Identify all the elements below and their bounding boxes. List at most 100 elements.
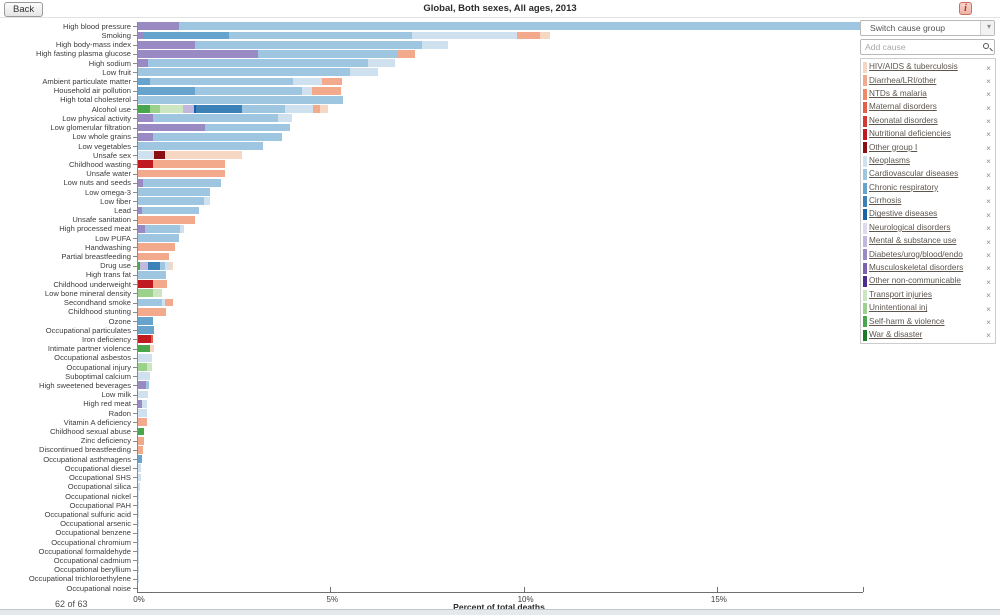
risk-label[interactable]: Low fruit bbox=[102, 67, 131, 77]
legend-item-ntds_malaria[interactable]: NTDs & malaria × bbox=[861, 88, 995, 101]
stacked-bar[interactable] bbox=[138, 22, 861, 31]
stacked-bar[interactable] bbox=[138, 482, 140, 491]
risk-label[interactable]: Occupational arsenic bbox=[60, 519, 131, 529]
legend-cause-link[interactable]: Maternal disorders bbox=[869, 102, 937, 112]
legend-item-cirrhosis[interactable]: Cirrhosis × bbox=[861, 195, 995, 208]
bar-segment-cardiovascular[interactable] bbox=[178, 22, 861, 31]
risk-label[interactable]: Childhood stunting bbox=[68, 307, 131, 317]
risk-label[interactable]: High processed meat bbox=[59, 224, 131, 234]
stacked-bar[interactable] bbox=[138, 510, 139, 519]
stacked-bar[interactable] bbox=[138, 344, 154, 353]
stacked-bar[interactable] bbox=[138, 114, 292, 123]
bar-segment-chronic_resp[interactable] bbox=[138, 86, 195, 95]
bar-segment-diabetes_urog[interactable] bbox=[138, 59, 149, 67]
bar-segment-maternal[interactable] bbox=[150, 335, 153, 344]
stacked-bar[interactable] bbox=[138, 151, 242, 160]
bar-segment-diabetes_urog[interactable] bbox=[138, 40, 195, 49]
risk-label[interactable]: Low omega-3 bbox=[84, 187, 131, 197]
bar-segment-diabetes_urog[interactable] bbox=[138, 123, 205, 132]
risk-label[interactable]: Low fiber bbox=[100, 196, 131, 206]
bar-segment-diarrhea_lri[interactable] bbox=[397, 49, 416, 58]
risk-label[interactable]: Suboptimal calcium bbox=[65, 371, 131, 381]
remove-cause-icon[interactable]: × bbox=[986, 223, 991, 234]
bar-segment-cardiovascular[interactable] bbox=[194, 86, 302, 95]
stacked-bar[interactable] bbox=[138, 298, 174, 307]
bar-segment-self_harm[interactable] bbox=[138, 261, 140, 270]
risk-label[interactable]: Occupational chromium bbox=[51, 537, 131, 547]
bar-segment-diabetes_urog[interactable] bbox=[138, 399, 142, 408]
stacked-bar[interactable] bbox=[138, 243, 175, 252]
stacked-bar[interactable] bbox=[138, 49, 416, 58]
risk-label[interactable]: Intimate partner violence bbox=[47, 344, 131, 354]
risk-label[interactable]: High blood pressure bbox=[63, 21, 131, 31]
bar-segment-diabetes_urog[interactable] bbox=[138, 206, 142, 215]
stacked-bar[interactable] bbox=[138, 77, 343, 86]
info-icon[interactable]: i bbox=[959, 2, 972, 15]
remove-cause-icon[interactable]: × bbox=[986, 156, 991, 167]
bar-segment-cirrhosis[interactable] bbox=[195, 105, 243, 113]
risk-label[interactable]: Handwashing bbox=[84, 242, 131, 252]
dropdown-arrow-box[interactable]: ▾ bbox=[980, 21, 994, 35]
add-cause-input[interactable] bbox=[861, 40, 979, 54]
bar-segment-diabetes_urog[interactable] bbox=[138, 22, 179, 31]
bar-segment-hiv_tb[interactable] bbox=[149, 344, 154, 353]
bar-segment-unintentional[interactable] bbox=[138, 363, 147, 371]
risk-label[interactable]: Discontinued breastfeeding bbox=[38, 445, 131, 455]
remove-cause-icon[interactable]: × bbox=[986, 249, 991, 260]
bar-segment-chronic_resp[interactable] bbox=[138, 317, 154, 325]
stacked-bar[interactable] bbox=[138, 528, 139, 537]
bar-segment-cardiovascular[interactable] bbox=[194, 40, 422, 49]
remove-cause-icon[interactable]: × bbox=[986, 102, 991, 113]
remove-cause-icon[interactable]: × bbox=[986, 263, 991, 274]
stacked-bar[interactable] bbox=[138, 123, 290, 132]
remove-cause-icon[interactable]: × bbox=[986, 330, 991, 341]
switch-cause-group-select[interactable]: Switch cause group ▾ bbox=[860, 20, 995, 36]
bar-segment-neoplasms[interactable] bbox=[138, 464, 142, 473]
legend-cause-link[interactable]: War & disaster bbox=[869, 330, 923, 339]
bar-segment-diarrhea_lri[interactable] bbox=[311, 86, 341, 95]
risk-label[interactable]: Occupational noise bbox=[66, 583, 131, 593]
bar-segment-neoplasms[interactable] bbox=[368, 59, 396, 67]
bar-segment-diarrhea_lri[interactable] bbox=[138, 252, 169, 261]
stacked-bar[interactable] bbox=[138, 215, 195, 224]
bar-segment-neoplasms[interactable] bbox=[138, 501, 140, 510]
bar-segment-nutritional[interactable] bbox=[138, 160, 154, 169]
remove-cause-icon[interactable]: × bbox=[986, 290, 991, 301]
stacked-bar[interactable] bbox=[138, 326, 154, 335]
legend-cause-link[interactable]: Other non-communicable bbox=[869, 276, 961, 286]
bar-segment-neoplasms[interactable] bbox=[138, 538, 139, 546]
bar-segment-cardiovascular[interactable] bbox=[143, 178, 222, 187]
bar-segment-cardiovascular[interactable] bbox=[153, 114, 279, 123]
legend-cause-link[interactable]: Transport injuries bbox=[869, 289, 932, 299]
stacked-bar[interactable] bbox=[138, 363, 152, 371]
bar-segment-chronic_resp[interactable] bbox=[143, 31, 229, 40]
stacked-bar[interactable] bbox=[138, 31, 550, 40]
risk-label[interactable]: Childhood sexual abuse bbox=[49, 427, 131, 437]
bar-segment-cirrhosis[interactable] bbox=[148, 261, 161, 270]
legend-item-neurological[interactable]: Neurological disorders × bbox=[861, 222, 995, 235]
bar-segment-cardiovascular[interactable] bbox=[145, 381, 149, 390]
stacked-bar[interactable] bbox=[138, 519, 139, 528]
remove-cause-icon[interactable]: × bbox=[986, 142, 991, 153]
bar-segment-cardiovascular[interactable] bbox=[242, 105, 285, 113]
bar-segment-cardiovascular[interactable] bbox=[138, 270, 166, 279]
remove-cause-icon[interactable]: × bbox=[986, 316, 991, 327]
risk-label[interactable]: Low physical activity bbox=[62, 113, 131, 123]
risk-label[interactable]: Ozone bbox=[108, 316, 131, 326]
bar-segment-neoplasms[interactable] bbox=[293, 77, 322, 86]
bar-segment-neoplasms[interactable] bbox=[138, 473, 141, 482]
bar-segment-diabetes_urog[interactable] bbox=[138, 114, 154, 123]
stacked-bar[interactable] bbox=[138, 105, 329, 113]
remove-cause-icon[interactable]: × bbox=[986, 62, 991, 73]
stacked-bar[interactable] bbox=[138, 142, 264, 150]
legend-cause-link[interactable]: Cardiovascular diseases bbox=[869, 169, 959, 179]
remove-cause-icon[interactable]: × bbox=[986, 89, 991, 100]
bar-segment-diarrhea_lri[interactable] bbox=[165, 298, 174, 307]
legend-cause-link[interactable]: HIV/AIDS & tuberculosis bbox=[869, 62, 958, 72]
bar-segment-cardiovascular[interactable] bbox=[153, 132, 282, 141]
bar-segment-diabetes_urog[interactable] bbox=[138, 49, 258, 58]
risk-label[interactable]: Alcohol use bbox=[91, 104, 131, 114]
risk-label[interactable]: Unsafe water bbox=[86, 169, 131, 179]
stacked-bar[interactable] bbox=[138, 169, 226, 178]
bar-segment-neoplasms[interactable] bbox=[164, 261, 169, 270]
